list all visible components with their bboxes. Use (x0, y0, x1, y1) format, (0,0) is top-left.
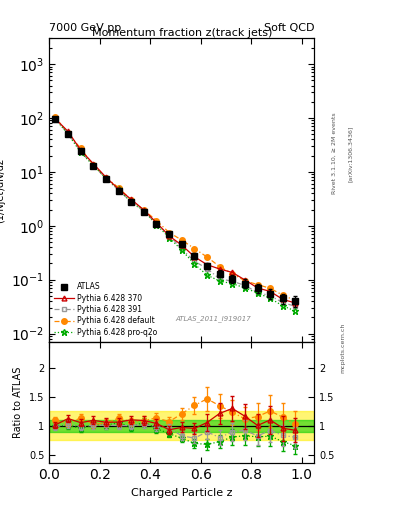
Text: ATLAS_2011_I919017: ATLAS_2011_I919017 (176, 315, 252, 322)
Text: [arXiv:1306.3436]: [arXiv:1306.3436] (348, 125, 353, 182)
Y-axis label: Ratio to ATLAS: Ratio to ATLAS (13, 367, 23, 438)
Text: mcplots.cern.ch: mcplots.cern.ch (340, 323, 345, 373)
Text: Soft QCD: Soft QCD (264, 23, 314, 33)
Y-axis label: (1/Njet)dN/dz: (1/Njet)dN/dz (0, 158, 6, 223)
Text: 7000 GeV pp: 7000 GeV pp (49, 23, 121, 33)
X-axis label: Charged Particle z: Charged Particle z (131, 488, 233, 498)
Text: Rivet 3.1.10, ≥ 2M events: Rivet 3.1.10, ≥ 2M events (332, 113, 337, 195)
Title: Momentum fraction z(track jets): Momentum fraction z(track jets) (92, 28, 272, 37)
Legend: ATLAS, Pythia 6.428 370, Pythia 6.428 391, Pythia 6.428 default, Pythia 6.428 pr: ATLAS, Pythia 6.428 370, Pythia 6.428 39… (51, 280, 160, 339)
